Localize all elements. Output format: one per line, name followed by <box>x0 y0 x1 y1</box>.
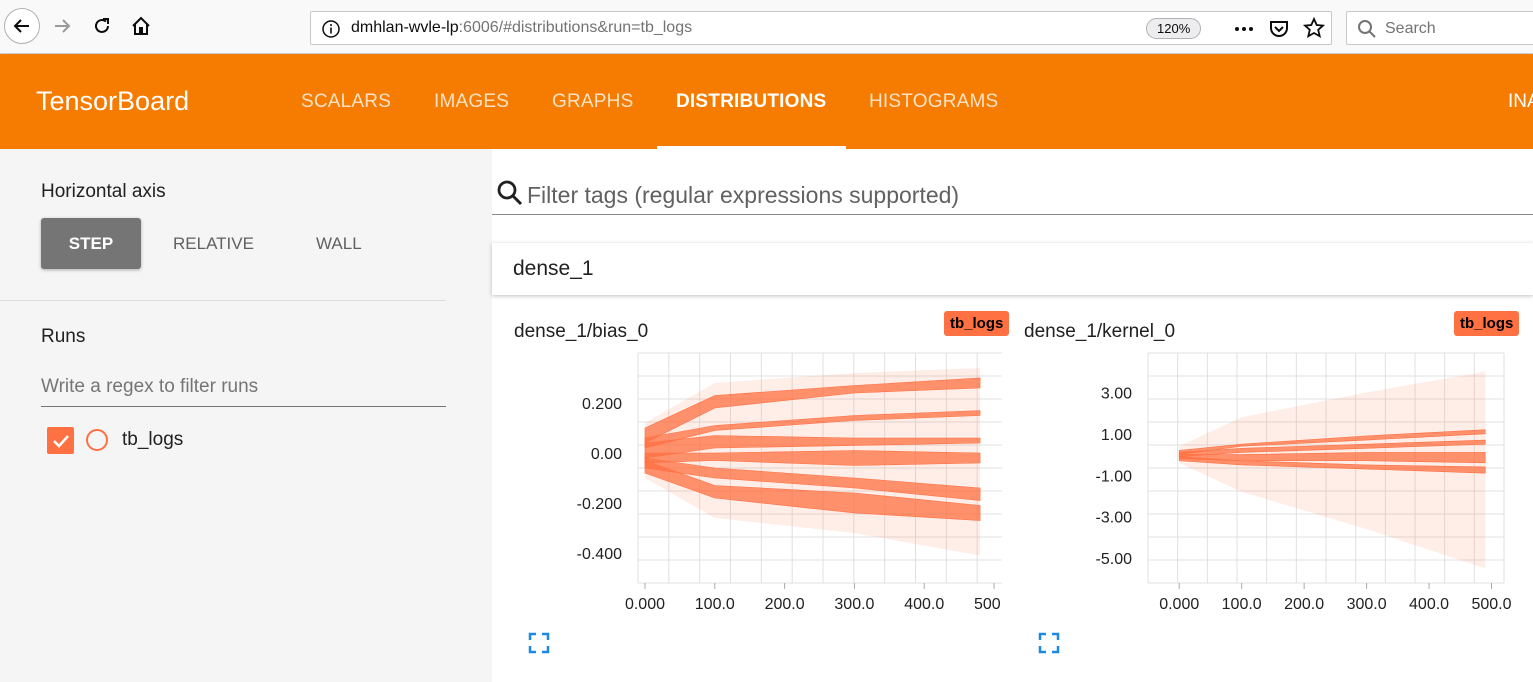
inactive-dropdown[interactable]: INA <box>1508 91 1533 112</box>
arrow-right-icon <box>55 19 71 33</box>
distribution-card-kernel: dense_1/kernel_0 tb_logs 0.000 100.0 200.0… <box>1002 309 1520 679</box>
x-tick-label: 100.0 <box>1222 596 1262 613</box>
run-checkbox[interactable] <box>47 427 74 454</box>
reload-button[interactable] <box>85 9 119 43</box>
card-title: dense_1/kernel_0 <box>1024 321 1176 342</box>
horizontal-axis-heading: Horizontal axis <box>41 181 166 202</box>
y-tick-label: 3.00 <box>1101 385 1132 402</box>
arrow-left-icon <box>13 19 29 33</box>
browser-toolbar: dmhlan-wvle-lp:6006/#distributions&run=t… <box>0 0 1533 54</box>
zoom-badge[interactable]: 120% <box>1146 18 1202 39</box>
expand-icon[interactable] <box>527 631 551 655</box>
more-actions-icon[interactable] <box>1233 20 1255 38</box>
runs-heading: Runs <box>41 326 86 347</box>
y-tick-label: 0.200 <box>582 396 622 413</box>
run-color-dot[interactable] <box>86 429 108 451</box>
runs-filter-input[interactable]: Write a regex to filter runs <box>41 369 446 407</box>
browser-search-box[interactable]: Search <box>1346 11 1533 45</box>
distribution-band-bias_band_6 <box>644 460 981 521</box>
tag-filter[interactable]: Filter tags (regular expressions support… <box>492 175 1533 215</box>
x-tick-label: 500.0 <box>974 596 1002 613</box>
x-tick-label: 200.0 <box>765 596 805 613</box>
y-tick-label: -0.400 <box>577 546 622 563</box>
pocket-icon[interactable] <box>1268 18 1290 40</box>
axis-wall-button[interactable]: WALL <box>316 233 362 253</box>
forward-button[interactable] <box>45 9 79 43</box>
x-tick-label: 100.0 <box>695 596 735 613</box>
y-tick-label: -1.00 <box>1096 468 1133 485</box>
tab-distributions[interactable]: DISTRIBUTIONS <box>676 91 827 112</box>
x-tick-label: 400.0 <box>904 596 944 613</box>
y-tick-label: 1.00 <box>1101 427 1132 444</box>
category-title: dense_1 <box>513 257 594 280</box>
search-icon <box>497 180 523 206</box>
url-path: :6006/#distributions&run=tb_logs <box>458 19 693 36</box>
info-icon[interactable] <box>321 19 341 39</box>
x-tick-label: 200.0 <box>1284 596 1324 613</box>
url-bar[interactable]: dmhlan-wvle-lp:6006/#distributions&run=t… <box>310 11 1332 45</box>
x-tick-label: 0.000 <box>1159 596 1199 613</box>
x-tick-label: 300.0 <box>1347 596 1387 613</box>
sidebar-divider <box>0 300 446 301</box>
app-title: TensorBoard <box>36 86 190 116</box>
tensorboard-header: TensorBoard SCALARS IMAGES GRAPHS DISTRI… <box>0 54 1533 175</box>
x-tick-label: 400.0 <box>1409 596 1449 613</box>
tag-filter-placeholder: Filter tags (regular expressions support… <box>527 182 960 208</box>
axis-step-button[interactable]: STEP <box>41 218 141 269</box>
back-button[interactable] <box>4 8 40 44</box>
distribution-band-bias_spread <box>644 368 981 556</box>
bookmark-star-icon[interactable] <box>1303 17 1325 39</box>
run-tag: tb_logs <box>1454 311 1520 336</box>
y-tick-label: -0.200 <box>577 496 622 513</box>
url-text[interactable]: dmhlan-wvle-lp:6006/#distributions&run=t… <box>351 19 692 37</box>
main-panel: Filter tags (regular expressions support… <box>492 149 1533 682</box>
home-icon <box>132 16 150 35</box>
checkmark-icon <box>52 434 69 448</box>
run-tag: tb_logs <box>944 311 1010 336</box>
distribution-card-bias: dense_1/bias_0 tb_logs 0.000 100.0 200.0 30… <box>492 309 1010 679</box>
bias-distribution-chart[interactable]: 0.000 100.0 200.0 300.0 400.0 500.0 0.200 0.00 -… <box>492 349 1002 619</box>
distribution-band-kernel_spread <box>1179 371 1486 569</box>
distribution-band-kernel_band_4 <box>1178 456 1486 474</box>
y-tick-label: 0.00 <box>591 446 622 463</box>
tab-images[interactable]: IMAGES <box>434 91 510 112</box>
x-tick-label: 500.0 <box>1471 596 1511 613</box>
y-tick-label: -3.00 <box>1096 510 1133 527</box>
y-tick-label: -5.00 <box>1096 551 1133 568</box>
category-header[interactable]: dense_1 <box>492 243 1533 295</box>
sidebar: Horizontal axis STEP RELATIVE WALL Runs … <box>0 149 492 682</box>
search-placeholder: Search <box>1385 20 1436 37</box>
reload-icon <box>95 18 109 33</box>
tab-scalars[interactable]: SCALARS <box>301 91 392 112</box>
distribution-band-bias_band_1 <box>644 377 981 444</box>
active-tab-indicator <box>657 146 846 149</box>
search-icon <box>1358 20 1376 38</box>
home-button[interactable] <box>124 9 158 43</box>
tab-graphs[interactable]: GRAPHS <box>552 91 634 112</box>
tab-histograms[interactable]: HISTOGRAMS <box>869 91 999 112</box>
run-name: tb_logs <box>122 429 184 450</box>
url-host: dmhlan-wvle-lp <box>351 19 459 36</box>
expand-icon[interactable] <box>1037 631 1061 655</box>
x-tick-label: 300.0 <box>834 596 874 613</box>
axis-relative-button[interactable]: RELATIVE <box>173 233 254 253</box>
card-title: dense_1/bias_0 <box>514 321 649 342</box>
kernel-distribution-chart[interactable]: 0.000 100.0 200.0 300.0 400.0 500.0 3.00 1.00 -1… <box>1002 349 1512 619</box>
x-tick-label: 0.000 <box>625 596 665 613</box>
